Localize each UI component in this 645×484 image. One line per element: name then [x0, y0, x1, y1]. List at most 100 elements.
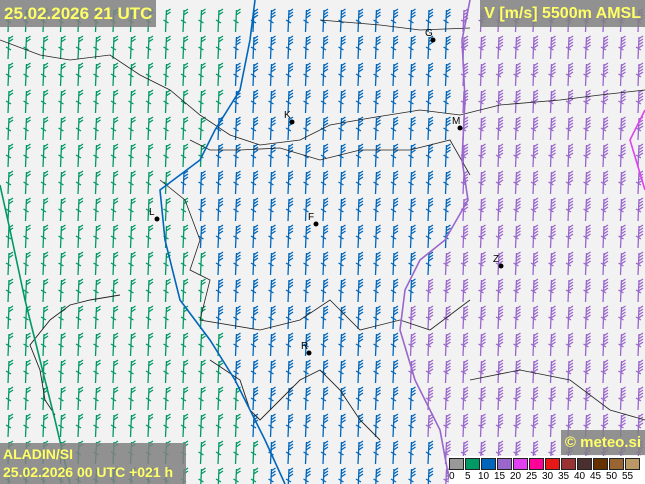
wind-barb [355, 359, 364, 384]
legend-swatch [529, 458, 544, 470]
wind-barb [75, 116, 84, 141]
wind-barb [390, 332, 399, 357]
wind-barb [618, 35, 626, 60]
wind-barb [565, 359, 574, 384]
wind-barb [408, 413, 416, 438]
wind-barb [5, 170, 14, 195]
wind-barb [618, 143, 626, 168]
wind-barb [583, 278, 591, 303]
wind-barb [460, 386, 469, 411]
wind-barb [233, 170, 241, 195]
wind-barb [495, 359, 504, 384]
wind-barb [408, 89, 416, 114]
city-dot [289, 119, 295, 125]
wind-barb [163, 35, 171, 60]
wind-barb [250, 224, 259, 249]
wind-barb [285, 8, 294, 33]
wind-barb [618, 359, 626, 384]
wind-barb [23, 359, 31, 384]
wind-barb [58, 386, 66, 411]
legend-swatch [609, 458, 624, 470]
wind-barb [548, 305, 556, 330]
wind-barb [285, 251, 294, 276]
wind-barb [460, 278, 469, 303]
valid-time-label: 25.02.2026 21 UTC [0, 0, 157, 27]
wind-barb [40, 35, 49, 60]
wind-barb [460, 143, 469, 168]
wind-barb [250, 278, 259, 303]
wind-barb [583, 413, 591, 438]
wind-barb [198, 467, 206, 484]
wind-barb [40, 224, 49, 249]
wind-barb [75, 89, 84, 114]
wind-barb [285, 224, 294, 249]
wind-barb [513, 278, 521, 303]
wind-barb [565, 224, 574, 249]
wind-barb [530, 440, 539, 465]
wind-barb [5, 332, 14, 357]
wind-barb [530, 170, 539, 195]
wind-barb [128, 359, 136, 384]
wind-barb [548, 89, 556, 114]
wind-barb [320, 224, 329, 249]
legend-swatch [449, 458, 464, 470]
wind-barb [373, 386, 381, 411]
wind-barb [548, 62, 556, 87]
wind-barb [233, 332, 241, 357]
wind-barb [320, 467, 329, 484]
wind-barb [285, 62, 294, 87]
wind-barb [58, 143, 66, 168]
wind-barb [618, 251, 626, 276]
wind-barb [145, 89, 154, 114]
wind-barb [268, 332, 276, 357]
wind-barb [495, 251, 504, 276]
wind-barb [355, 8, 364, 33]
legend-tick: 15 [494, 471, 506, 482]
wind-barb [40, 251, 49, 276]
wind-barb [565, 170, 574, 195]
wind-barb [93, 386, 101, 411]
wind-barb [530, 143, 539, 168]
wind-barb [58, 197, 66, 222]
wind-barb [338, 62, 346, 87]
wind-barb [355, 305, 364, 330]
wind-barb [250, 116, 259, 141]
wind-barb [58, 359, 66, 384]
wind-barb [163, 278, 171, 303]
wind-barb [303, 116, 311, 141]
wind-barb [23, 62, 31, 87]
wind-barb [565, 413, 574, 438]
wind-barb [250, 251, 259, 276]
wind-barb [128, 413, 136, 438]
wind-barb [635, 386, 644, 411]
wind-barb [233, 278, 241, 303]
wind-barb [338, 467, 346, 484]
wind-barb [548, 359, 556, 384]
wind-barb [75, 143, 84, 168]
wind-barb [5, 62, 14, 87]
wind-barb [145, 224, 154, 249]
wind-barb [180, 278, 189, 303]
wind-barb [355, 170, 364, 195]
wind-barb [198, 116, 206, 141]
wind-barb [408, 278, 416, 303]
wind-barb [233, 224, 241, 249]
wind-barb [390, 251, 399, 276]
wind-barb [443, 332, 451, 357]
wind-barb [128, 35, 136, 60]
wind-barb [618, 116, 626, 141]
wind-barb [548, 170, 556, 195]
wind-barb [495, 386, 504, 411]
wind-barb [40, 62, 49, 87]
wind-barb [600, 386, 609, 411]
wind-barb [443, 143, 451, 168]
wind-barb [145, 197, 154, 222]
wind-barb [233, 143, 241, 168]
wind-barb [530, 89, 539, 114]
wind-barb [75, 278, 84, 303]
wind-barb [23, 278, 31, 303]
wind-barb [583, 359, 591, 384]
wind-barb [233, 413, 241, 438]
wind-barb [303, 359, 311, 384]
wind-barb [478, 143, 486, 168]
